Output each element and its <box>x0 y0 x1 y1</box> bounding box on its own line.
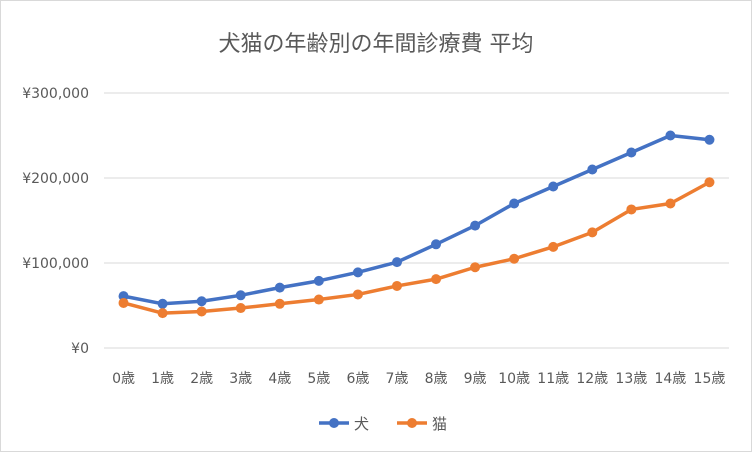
series-line <box>121 180 712 315</box>
data-point <box>118 297 129 308</box>
data-point <box>626 147 637 158</box>
x-tick-label: 12歳 <box>576 371 608 387</box>
data-point <box>352 289 363 300</box>
data-point <box>157 298 168 309</box>
data-point <box>431 274 442 285</box>
data-point <box>391 257 402 268</box>
legend-item[interactable]: 犬 <box>319 415 369 433</box>
data-point <box>431 239 442 250</box>
x-tick-label: 4歳 <box>268 371 291 387</box>
legend[interactable]: 犬猫 <box>319 415 447 433</box>
legend-item[interactable]: 猫 <box>397 415 447 433</box>
x-tick-label: 9歳 <box>464 371 487 387</box>
legend-label: 犬 <box>354 415 369 433</box>
x-tick-label: 10歳 <box>498 371 530 387</box>
y-tick-label: ¥200,000 <box>22 171 89 187</box>
data-point <box>274 298 285 309</box>
data-point <box>235 303 246 314</box>
legend-swatch-marker <box>407 418 417 428</box>
data-point <box>509 253 520 264</box>
x-tick-label: 2歳 <box>190 371 213 387</box>
data-point <box>548 241 559 252</box>
data-point <box>587 227 598 238</box>
data-point <box>470 262 481 273</box>
data-point <box>391 280 402 291</box>
chart-title: 犬猫の年齢別の年間診療費 平均 <box>219 32 534 57</box>
data-point <box>665 130 676 141</box>
data-point <box>196 296 207 307</box>
x-tick-label: 0歳 <box>112 371 135 387</box>
data-point <box>196 306 207 317</box>
data-point <box>587 164 598 175</box>
data-point <box>509 198 520 209</box>
data-point <box>665 198 676 209</box>
x-tick-label: 7歳 <box>386 371 409 387</box>
data-point <box>470 220 481 231</box>
series-line <box>121 133 712 306</box>
legend-label: 猫 <box>432 415 447 433</box>
y-tick-label: ¥0 <box>71 341 89 357</box>
data-point <box>704 134 715 145</box>
x-tick-label: 1歳 <box>151 371 174 387</box>
x-tick-label: 13歳 <box>615 371 647 387</box>
x-tick-label: 8歳 <box>425 371 448 387</box>
data-point <box>313 294 324 305</box>
data-point <box>626 204 637 215</box>
series-2 <box>118 177 715 319</box>
gridlines <box>104 92 729 349</box>
x-tick-label: 15歳 <box>694 371 726 387</box>
data-point <box>548 181 559 192</box>
data-point <box>274 282 285 293</box>
data-point <box>313 275 324 286</box>
y-tick-label: ¥100,000 <box>22 256 89 272</box>
series-layer <box>118 130 715 319</box>
x-tick-label: 6歳 <box>346 371 369 387</box>
x-axis-tick-labels: 0歳 1歳 2歳 3歳 4歳 5歳 6歳 7歳 8歳 9歳 10歳 11歳 12歳 13歳 14歳 15歳 <box>112 371 725 387</box>
data-point <box>235 290 246 301</box>
y-tick-label: ¥300,000 <box>22 86 89 102</box>
y-axis-tick-labels: ¥0 ¥100,000 ¥200,000 ¥300,000 <box>22 86 89 357</box>
series-1 <box>118 130 715 309</box>
x-tick-label: 3歳 <box>229 371 252 387</box>
data-point <box>352 267 363 278</box>
x-tick-label: 5歳 <box>307 371 330 387</box>
x-tick-label: 11歳 <box>537 371 569 387</box>
x-tick-label: 14歳 <box>654 371 686 387</box>
data-point <box>704 177 715 188</box>
data-point <box>157 308 168 319</box>
legend-swatch-marker <box>329 418 339 428</box>
